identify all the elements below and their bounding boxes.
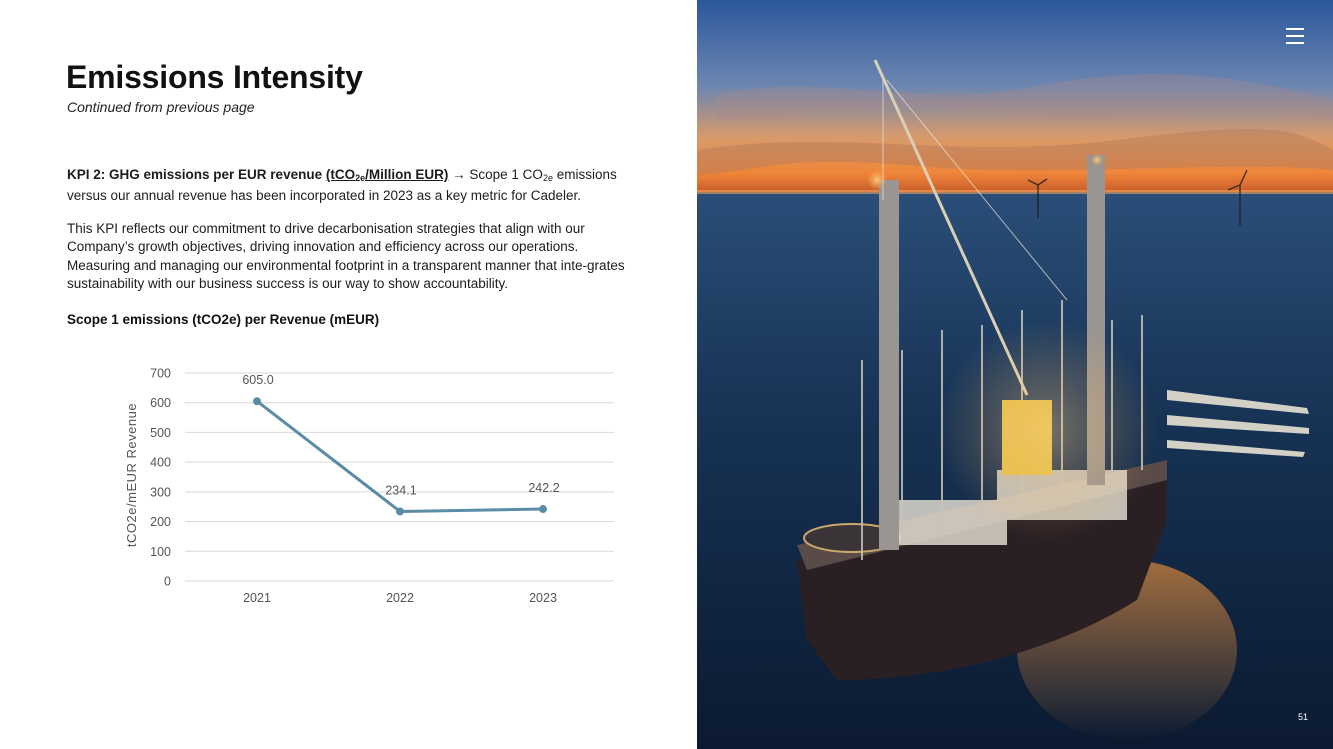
y-tick-label: 100 [150,545,171,559]
y-tick-label: 400 [150,456,171,470]
kpi-desc-pre: Scope 1 CO [465,167,543,182]
data-points [253,397,547,516]
data-label: 234.1 [385,483,416,497]
x-axis-ticks: 2021 2022 2023 [243,591,557,605]
data-labels: 605.0 234.1 242.2 [242,373,559,497]
kpi-unit-subscript: 2e [355,173,366,183]
offshore-vessel-image [697,0,1333,749]
x-tick-label: 2023 [529,591,557,605]
line-chart: 0 100 200 300 400 500 600 700 2021 2022 2023 tCO2… [124,367,614,605]
content-panel: Emissions Intensity Continued from previ… [66,59,642,605]
chart-grid [185,372,614,582]
kpi-label: KPI 2: GHG emissions per EUR revenue [67,167,323,182]
kpi-commitment-paragraph: This KPI reflects our commitment to driv… [67,221,625,291]
kpi-desc-subscript: 2e [542,173,553,183]
y-tick-label: 0 [164,575,171,589]
hamburger-menu-icon[interactable] [1283,24,1307,48]
page-subtitle: Continued from previous page [67,99,255,115]
data-label: 605.0 [242,373,273,387]
kpi-unit-close: /Million EUR) [365,167,449,182]
x-tick-label: 2021 [243,591,271,605]
kpi-unit-open: (tCO [325,167,356,182]
y-tick-label: 500 [150,426,171,440]
data-point [539,505,547,514]
kpi-desc-post: emissions versus our annual revenue has … [67,167,617,204]
y-axis-label: tCO2e/mEUR Revenue [124,403,139,547]
kpi-unit-link[interactable]: (tCO2e/Million EUR) [325,167,449,183]
vessel-photo [697,0,1333,749]
data-point [253,397,261,406]
y-axis-ticks: 0 100 200 300 400 500 600 700 [150,367,171,589]
y-tick-label: 600 [150,396,171,410]
data-label: 242.2 [528,481,559,495]
y-tick-label: 200 [150,515,171,529]
x-tick-label: 2022 [386,591,414,605]
data-point [396,507,404,516]
arrow-right-icon: → [452,167,466,182]
chart-title: Scope 1 emissions (tCO2e) per Revenue (m… [67,312,380,327]
kpi-description: KPI 2: GHG emissions per EUR revenue (tC… [67,166,642,206]
y-tick-label: 700 [150,367,171,381]
page-number: 51 [1297,712,1308,722]
y-tick-label: 300 [150,485,171,499]
page-title: Emissions Intensity [66,59,363,95]
